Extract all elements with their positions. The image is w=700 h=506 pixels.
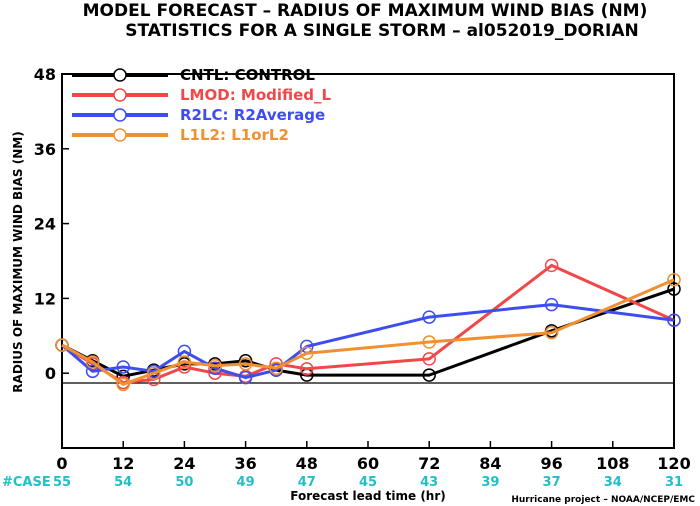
data-point (55, 338, 69, 352)
data-point (422, 310, 436, 324)
legend-label: LMOD: Modified_L (180, 86, 332, 104)
legend-label: L1L2: L1orL2 (180, 126, 289, 144)
plot-area: 0 12 24 36 48 60 72 84 96 108 120 0 12 24 36 48 CNTL: … (34, 65, 691, 473)
case-count: 47 (298, 475, 316, 490)
case-count-row: #CASE 55 54 50 49 47 45 43 39 37 34 31 (2, 475, 683, 490)
x-tick-label: 84 (479, 454, 501, 473)
x-tick-label: 0 (56, 454, 67, 473)
data-point (422, 368, 436, 382)
x-tick-label: 96 (540, 454, 562, 473)
data-point (300, 362, 314, 376)
case-count: 45 (359, 475, 377, 490)
legend-marker (113, 68, 127, 82)
data-point (208, 358, 222, 373)
series-line (61, 303, 675, 380)
chart-title: MODEL FORECAST – RADIUS OF MAXIMUM WIND … (83, 1, 648, 21)
chart-subtitle: STATISTICS FOR A SINGLE STORM – al052019… (125, 21, 638, 41)
series-3 (55, 272, 681, 392)
y-tick-label: 0 (45, 364, 56, 383)
data-point (116, 377, 130, 392)
case-count: 54 (114, 475, 132, 490)
x-tick-label: 72 (418, 454, 440, 473)
data-point (422, 335, 436, 349)
x-tick-label: 24 (173, 454, 195, 473)
case-row-label: #CASE (2, 475, 51, 490)
x-tick-label: 60 (357, 454, 379, 473)
legend-marker (113, 108, 127, 122)
y-tick-label: 48 (34, 65, 56, 84)
y-tick-label: 12 (34, 289, 56, 308)
legend-marker (113, 88, 127, 102)
data-point (667, 272, 681, 287)
legend: CNTL: CONTROL LMOD: Modified_L R2LC: R2Ave… (72, 66, 332, 144)
legend-marker (113, 128, 127, 142)
y-axis-title: RADIUS OF MAXIMUM WIND BIAS (NM) (11, 131, 25, 392)
y-tick-label: 36 (34, 140, 56, 159)
x-axis-title: Forecast lead time (hr) (290, 489, 446, 503)
x-tick-label: 12 (112, 454, 134, 473)
data-point (177, 355, 192, 369)
data-point (544, 258, 559, 273)
data-point (269, 361, 283, 375)
credit-text: Hurricane project – NOAA/NCEP/EMC (511, 495, 695, 505)
y-tick-label: 24 (34, 215, 56, 234)
plot-frame (61, 73, 675, 449)
case-count: 39 (481, 475, 499, 490)
data-point (238, 370, 253, 385)
data-point (544, 325, 559, 340)
data-point (238, 353, 253, 368)
data-point (544, 297, 559, 312)
data-point (667, 282, 681, 296)
x-tick-label: 36 (234, 454, 256, 473)
case-count: 43 (420, 475, 438, 490)
data-point (85, 355, 100, 369)
x-tick-label: 120 (657, 454, 690, 473)
case-count: 31 (665, 475, 683, 490)
data-point (300, 346, 314, 361)
y-axis: 0 12 24 36 48 (34, 65, 69, 383)
case-count: 37 (543, 475, 561, 490)
data-point (667, 313, 681, 327)
data-point (422, 352, 436, 366)
series-layer (55, 258, 681, 392)
case-count: 50 (175, 475, 193, 490)
case-count: 55 (53, 475, 71, 490)
x-axis: 0 12 24 36 48 60 72 84 96 108 120 (56, 441, 691, 473)
legend-label: R2LC: R2Average (180, 106, 325, 124)
x-tick-label: 108 (596, 454, 629, 473)
case-count: 49 (237, 475, 255, 490)
x-tick-label: 48 (296, 454, 318, 473)
legend-label: CNTL: CONTROL (180, 66, 315, 84)
data-point (147, 366, 161, 380)
case-count: 34 (604, 475, 622, 490)
data-point (85, 364, 100, 379)
data-point (238, 357, 253, 371)
data-point (116, 360, 130, 374)
data-point (177, 344, 192, 359)
